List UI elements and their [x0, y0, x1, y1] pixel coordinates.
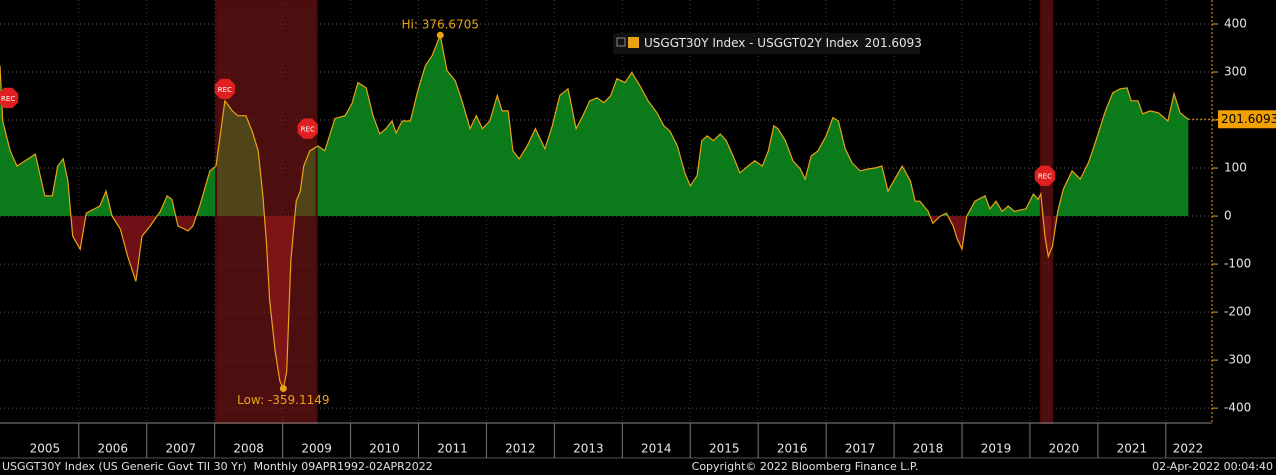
y-tick-label: 400 — [1224, 17, 1247, 31]
legend-label: USGGT30Y Index - USGGT02Y Index 201.6093 — [644, 36, 922, 50]
last-value-box — [1218, 110, 1276, 129]
legend-swatch — [628, 37, 639, 48]
annotation-point — [279, 384, 287, 392]
recession-marker-label: REC — [301, 126, 315, 134]
x-tick-label: 2005 — [30, 442, 61, 456]
x-tick-label: 2010 — [369, 442, 400, 456]
x-tick-label: 2012 — [505, 442, 536, 456]
x-tick-label: 2020 — [1049, 442, 1080, 456]
x-tick-label: 2008 — [233, 442, 264, 456]
x-tick-label: 2013 — [573, 442, 604, 456]
x-tick-label: 2011 — [437, 442, 468, 456]
area-negative — [70, 216, 1058, 389]
legend: USGGT30Y Index - USGGT02Y Index 201.6093 — [613, 33, 922, 54]
x-tick-label: 2021 — [1117, 442, 1148, 456]
annotation-point — [436, 31, 444, 39]
annotation-label: Hi: 376.6705 — [402, 18, 479, 32]
annotation-label: Low: -359.1149 — [237, 393, 329, 407]
x-tick-label: 2009 — [301, 442, 332, 456]
y-tick-label: 300 — [1224, 65, 1247, 79]
x-tick-label: 2019 — [981, 442, 1012, 456]
recession-marker — [1034, 165, 1056, 186]
recession-marker-label: REC — [218, 86, 232, 94]
footer-center: Copyright© 2022 Bloomberg Finance L.P. — [692, 460, 919, 473]
x-tick-label: 2015 — [709, 442, 740, 456]
last-value-label: 201.6093 — [1221, 112, 1276, 126]
y-tick-label: -200 — [1224, 305, 1251, 319]
footer-right: 02-Apr-2022 00:04:40 — [1152, 460, 1273, 473]
y-tick-label: 100 — [1224, 161, 1247, 175]
legend-name: USGGT30Y Index - USGGT02Y Index — [644, 36, 859, 50]
x-tick-label: 2017 — [845, 442, 876, 456]
x-tick-label: 2016 — [777, 442, 808, 456]
x-tick-label: 2007 — [165, 442, 196, 456]
y-tick-label: -300 — [1224, 353, 1251, 367]
x-tick-label: 2018 — [913, 442, 944, 456]
y-tick-label: 0 — [1224, 209, 1232, 223]
legend-toggle[interactable] — [616, 37, 626, 47]
recession-marker-label: REC — [1, 95, 15, 103]
footer-left: USGGT30Y Index (US Generic Govt TII 30 Y… — [2, 460, 433, 473]
recession-band — [215, 0, 318, 424]
legend-value: 201.6093 — [865, 36, 922, 50]
x-tick-label: 2014 — [641, 442, 672, 456]
recession-marker — [0, 87, 19, 109]
x-tick-label: 2006 — [98, 442, 129, 456]
recession-marker-label: REC — [1038, 173, 1052, 181]
recession-marker — [297, 118, 318, 139]
y-tick-label: -400 — [1224, 401, 1251, 415]
recession-marker — [214, 78, 235, 99]
x-tick-label: 2022 — [1173, 442, 1204, 456]
y-tick-label: -100 — [1224, 257, 1251, 271]
series-line — [0, 33, 1189, 391]
area-positive — [0, 35, 1189, 217]
legend-box — [613, 33, 920, 54]
